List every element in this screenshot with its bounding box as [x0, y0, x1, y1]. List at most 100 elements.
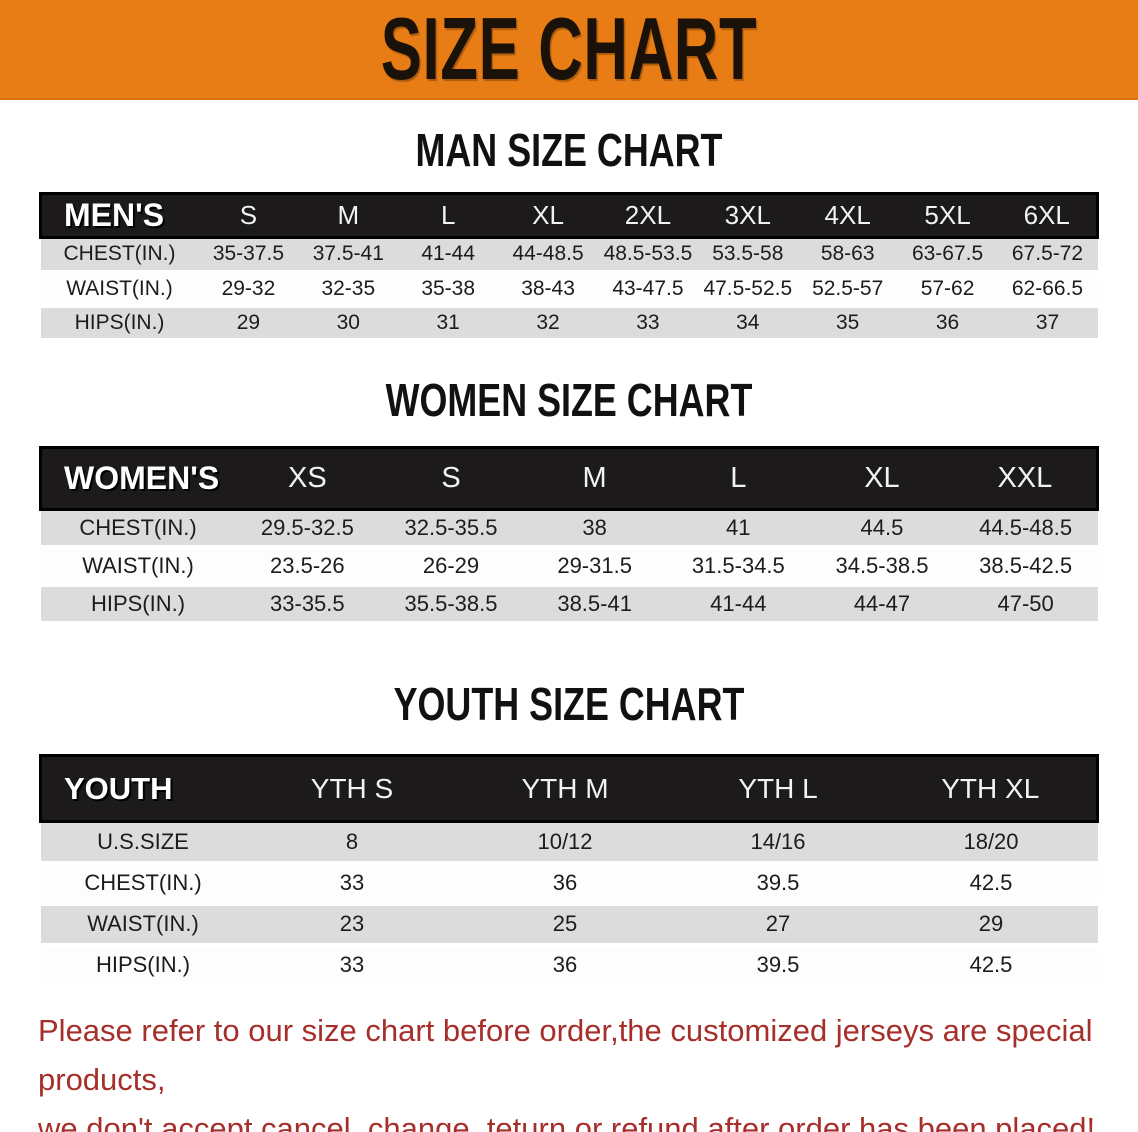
size-value: 38.5-42.5	[953, 547, 1098, 587]
size-value: 29-32	[198, 271, 299, 308]
size-value: 62-66.5	[997, 271, 1098, 308]
size-value: 33	[245, 862, 459, 906]
table-header-row: YOUTH YTH S YTH M YTH L YTH XL	[39, 754, 1099, 823]
disclaimer-line-2: we don't accept cancel, change, teturn o…	[38, 1110, 1096, 1132]
size-column-header: YTH XL	[884, 754, 1099, 823]
size-value: 29.5-32.5	[235, 509, 380, 549]
size-value: 26-29	[379, 547, 523, 587]
women-size-table: WOMEN'S XS S M L XL XXL CHEST(IN.) 29.5-32.5 32.5…	[39, 445, 1099, 625]
size-column-header: 3XL	[697, 192, 798, 239]
size-value: 36	[458, 944, 672, 988]
row-label: CHEST(IN.)	[40, 237, 199, 274]
size-value: 33	[598, 305, 698, 342]
size-value: 34.5-38.5	[810, 547, 954, 587]
size-value: 36	[897, 305, 998, 342]
row-label: HIPS(IN.)	[40, 305, 199, 342]
size-value: 44-47	[810, 585, 954, 625]
size-column-header: 4XL	[797, 192, 898, 239]
size-value: 44-48.5	[498, 237, 598, 274]
women-section-heading: WOMEN SIZE CHART	[385, 373, 753, 426]
row-label: CHEST(IN.)	[40, 862, 246, 906]
row-label: WAIST(IN.)	[40, 547, 236, 587]
size-value: 36	[458, 862, 672, 906]
disclaimer: Please refer to our size chart before or…	[38, 1006, 1138, 1132]
size-column-header: 6XL	[997, 192, 1099, 239]
size-value: 25	[458, 903, 672, 947]
banner: SIZE CHART	[0, 0, 1138, 100]
size-value: 29-31.5	[522, 547, 667, 587]
size-column-header: M	[522, 445, 667, 511]
size-value: 42.5	[884, 862, 1098, 906]
size-value: 32-35	[298, 271, 399, 308]
men-size-table: MEN'S S M L XL 2XL 3XL 4XL 5XL 6XL CHEST(IN.) 35-37…	[39, 192, 1099, 342]
size-value: 34	[697, 305, 798, 342]
size-value: 35.5-38.5	[379, 585, 523, 625]
size-column-header: YTH L	[671, 754, 885, 823]
size-value: 33	[245, 944, 459, 988]
size-value: 41	[666, 509, 811, 549]
size-value: 52.5-57	[797, 271, 898, 308]
table-header-row: WOMEN'S XS S M L XL XXL	[39, 445, 1099, 511]
size-value: 35-37.5	[198, 237, 299, 274]
size-value: 23	[245, 903, 459, 947]
table-row: HIPS(IN.) 33 36 39.5 42.5	[40, 944, 1098, 988]
youth-size-table-grid: YOUTH YTH S YTH M YTH L YTH XL U.S.SIZE 8 10/12…	[39, 754, 1099, 988]
table-row: HIPS(IN.) 29 30 31 32 33 34 35 36 37	[40, 305, 1098, 342]
table-corner-label: WOMEN'S	[39, 445, 236, 511]
size-value: 43-47.5	[598, 271, 698, 308]
size-value: 44.5-48.5	[953, 509, 1098, 549]
size-column-header: XL	[498, 192, 598, 239]
size-value: 63-67.5	[897, 237, 998, 274]
size-value: 57-62	[897, 271, 998, 308]
size-value: 18/20	[884, 821, 1098, 865]
size-value: 14/16	[671, 821, 885, 865]
row-label: CHEST(IN.)	[40, 509, 236, 549]
size-value: 39.5	[671, 944, 885, 988]
size-column-header: S	[198, 192, 299, 239]
youth-size-table: YOUTH YTH S YTH M YTH L YTH XL U.S.SIZE 8 10/12…	[39, 754, 1099, 988]
size-value: 38.5-41	[522, 585, 667, 625]
table-row: HIPS(IN.) 33-35.5 35.5-38.5 38.5-41 41-44 44-…	[40, 585, 1098, 625]
size-value: 39.5	[671, 862, 885, 906]
size-value: 29	[884, 903, 1098, 947]
table-row: WAIST(IN.) 23 25 27 29	[40, 903, 1098, 947]
size-value: 42.5	[884, 944, 1098, 988]
size-value: 41-44	[398, 237, 499, 274]
size-value: 31.5-34.5	[666, 547, 811, 587]
table-header-row: MEN'S S M L XL 2XL 3XL 4XL 5XL 6XL	[39, 192, 1099, 239]
size-value: 53.5-58	[697, 237, 798, 274]
size-value: 32.5-35.5	[379, 509, 523, 549]
size-column-header: 2XL	[598, 192, 698, 239]
row-label: WAIST(IN.)	[40, 903, 246, 947]
table-row: CHEST(IN.) 35-37.5 37.5-41 41-44 44-48.5 48.5…	[40, 237, 1098, 274]
table-row: U.S.SIZE 8 10/12 14/16 18/20	[40, 821, 1098, 865]
size-value: 35	[797, 305, 898, 342]
youth-section-heading: YOUTH SIZE CHART	[393, 678, 745, 730]
size-column-header: XL	[810, 445, 954, 511]
row-label: WAIST(IN.)	[40, 271, 199, 308]
size-value: 27	[671, 903, 885, 947]
size-value: 38	[522, 509, 667, 549]
size-value: 58-63	[797, 237, 898, 274]
size-column-header: YTH S	[245, 754, 459, 823]
size-column-header: S	[379, 445, 523, 511]
size-value: 37	[997, 305, 1098, 342]
size-value: 37.5-41	[298, 237, 399, 274]
women-size-table-grid: WOMEN'S XS S M L XL XXL CHEST(IN.) 29.5-32.5 32.5…	[39, 445, 1099, 625]
size-value: 29	[198, 305, 299, 342]
size-column-header: M	[298, 192, 399, 239]
size-value: 32	[498, 305, 598, 342]
size-value: 35-38	[398, 271, 499, 308]
size-value: 44.5	[810, 509, 954, 549]
table-corner-label: YOUTH	[39, 754, 246, 823]
size-value: 23.5-26	[235, 547, 380, 587]
size-value: 47.5-52.5	[697, 271, 798, 308]
size-column-header: 5XL	[897, 192, 998, 239]
size-value: 30	[298, 305, 399, 342]
disclaimer-line-1: Please refer to our size chart before or…	[38, 1012, 1093, 1097]
men-size-table-grid: MEN'S S M L XL 2XL 3XL 4XL 5XL 6XL CHEST(IN.) 35-37…	[39, 192, 1099, 342]
size-column-header: XS	[235, 445, 380, 511]
size-value: 8	[245, 821, 459, 865]
size-value: 41-44	[666, 585, 811, 625]
